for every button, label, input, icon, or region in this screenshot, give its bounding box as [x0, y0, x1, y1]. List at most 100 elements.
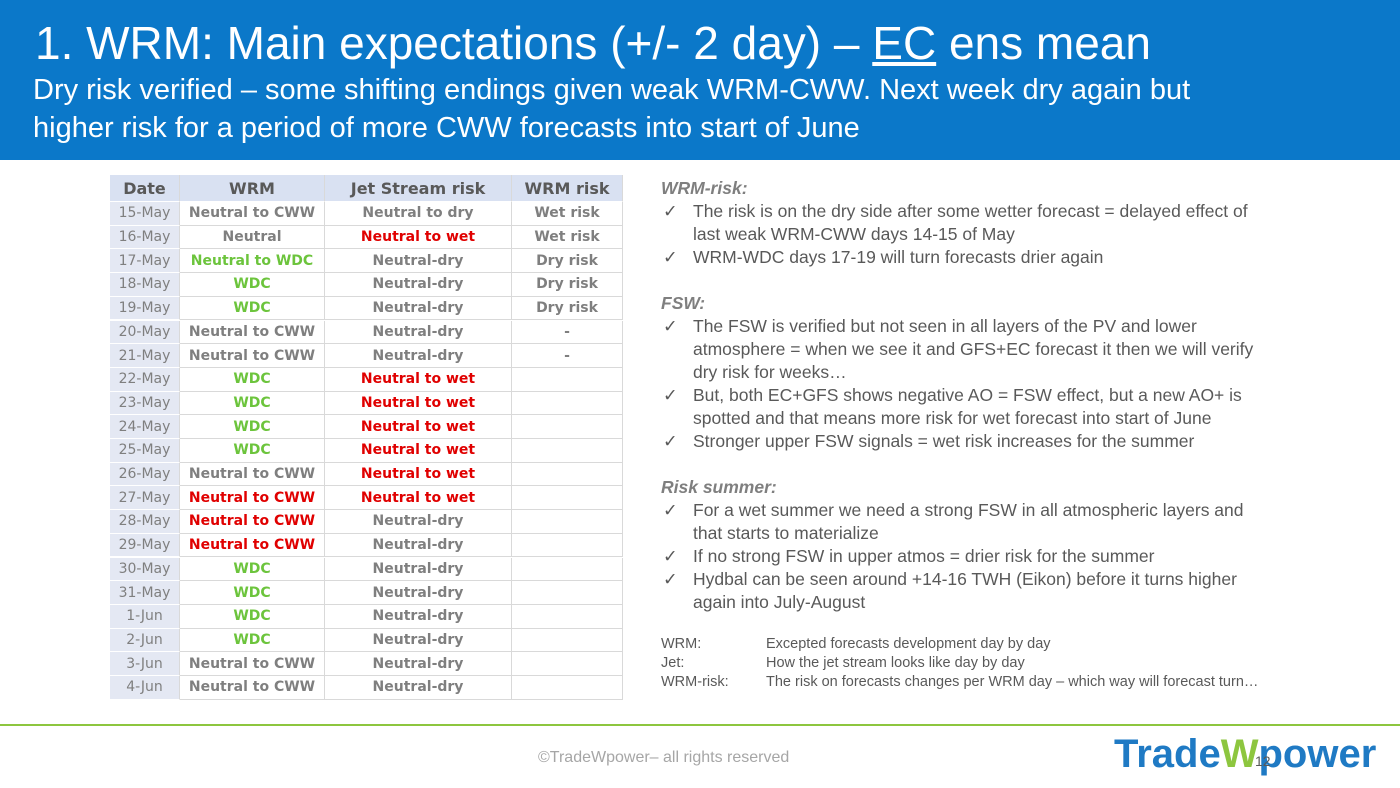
cell: Neutral-dry: [325, 249, 512, 274]
subtitle: higher risk for a period of more CWW for…: [33, 112, 860, 144]
cell: [512, 533, 623, 558]
date-cell: 15-May: [110, 202, 180, 226]
logo: TradeWpower: [1114, 732, 1376, 777]
cell: WDC: [180, 604, 325, 629]
cell: [512, 676, 623, 700]
cell: Neutral-dry: [325, 581, 512, 605]
cell: Neutral to CWW: [180, 510, 325, 534]
title-text: 1. WRM: Main expectations (+/- 2 day) –: [35, 17, 873, 69]
cell: Neutral-dry: [325, 676, 512, 700]
check-icon: ✓: [663, 431, 678, 451]
check-icon: ✓: [663, 316, 678, 336]
header-cell: Jet Stream risk: [325, 175, 512, 202]
cell: Neutral-dry: [325, 652, 512, 676]
cell: [512, 628, 623, 653]
cell: [512, 391, 623, 416]
cell: -: [512, 320, 623, 345]
cell: Neutral to wet: [325, 367, 512, 392]
cell: Wet risk: [512, 225, 623, 250]
cell: Neutral to CWW: [180, 320, 325, 345]
bullet-text: atmosphere = when we see it and GFS+EC f…: [693, 339, 1254, 359]
cell: [512, 557, 623, 582]
cell: [512, 510, 623, 534]
cell: Neutral to CWW: [180, 486, 325, 511]
cell: WDC: [180, 391, 325, 416]
cell: Neutral-dry: [325, 320, 512, 345]
bullet-text: The FSW is verified but not seen in all …: [693, 316, 1197, 336]
check-icon: ✓: [663, 247, 678, 267]
cell: [512, 462, 623, 487]
cell: Neutral to wet: [325, 486, 512, 511]
date-cell: 16-May: [110, 225, 180, 250]
logo-text: Trade: [1114, 732, 1221, 776]
cell: WDC: [180, 581, 325, 605]
cell: WDC: [180, 296, 325, 321]
definition-term: WRM:: [661, 636, 702, 652]
bullet-text: For a wet summer we need a strong FSW in…: [693, 500, 1244, 520]
cell: Neutral to wet: [325, 225, 512, 250]
cell: Neutral-dry: [325, 604, 512, 629]
cell: [512, 486, 623, 511]
cell: Neutral to CWW: [180, 652, 325, 676]
cell: [512, 604, 623, 629]
cell: Neutral to wet: [325, 462, 512, 487]
definition-term: Jet:: [661, 655, 685, 671]
cell: WDC: [180, 415, 325, 439]
section-heading: WRM-risk:: [661, 178, 748, 198]
date-cell: 25-May: [110, 439, 180, 463]
date-cell: 31-May: [110, 581, 180, 605]
date-cell: 18-May: [110, 273, 180, 297]
date-cell: 1-Jun: [110, 604, 180, 629]
date-cell: 17-May: [110, 249, 180, 274]
bullet-text: that starts to materialize: [693, 523, 879, 543]
date-cell: 19-May: [110, 296, 180, 321]
bullet-text: The risk is on the dry side after some w…: [693, 201, 1248, 221]
section-heading: FSW:: [661, 293, 706, 313]
cell: Neutral to dry: [325, 202, 512, 226]
subtitle: Dry risk verified – some shifting ending…: [33, 74, 1191, 106]
cell: Neutral-dry: [325, 557, 512, 582]
check-icon: ✓: [663, 385, 678, 405]
cell: [512, 415, 623, 439]
check-icon: ✓: [663, 569, 678, 589]
date-cell: 21-May: [110, 344, 180, 368]
bullet-text: last weak WRM-CWW days 14-15 of May: [693, 224, 1015, 244]
cell: WDC: [180, 439, 325, 463]
bullet-text: If no strong FSW in upper atmos = drier …: [693, 546, 1155, 566]
check-icon: ✓: [663, 546, 678, 566]
cell: Neutral to CWW: [180, 344, 325, 368]
cell: [512, 652, 623, 676]
date-cell: 3-Jun: [110, 652, 180, 676]
cell: Neutral-dry: [325, 344, 512, 368]
logo-text: power: [1258, 732, 1377, 776]
bullet-text: dry risk for weeks…: [693, 362, 847, 382]
cell: Dry risk: [512, 273, 623, 297]
cell: Neutral to wet: [325, 439, 512, 463]
date-cell: 24-May: [110, 415, 180, 439]
date-cell: 4-Jun: [110, 676, 180, 700]
cell: WDC: [180, 273, 325, 297]
cell: WDC: [180, 628, 325, 653]
page-number: 12: [1255, 753, 1271, 769]
cell: Neutral-dry: [325, 628, 512, 653]
date-cell: 22-May: [110, 367, 180, 392]
logo-text: W: [1220, 732, 1259, 776]
definition-text: The risk on forecasts changes per WRM da…: [766, 674, 1259, 690]
copyright: ©TradeWpower– all rights reserved: [538, 749, 790, 766]
bullet-text: spotted and that means more risk for wet…: [693, 408, 1212, 428]
cell: -: [512, 344, 623, 368]
date-cell: 23-May: [110, 391, 180, 416]
cell: Neutral to WDC: [180, 249, 325, 274]
definition-text: Excepted forecasts development day by da…: [766, 636, 1051, 652]
cell: Neutral to wet: [325, 415, 512, 439]
header-cell: Date: [110, 175, 180, 202]
date-cell: 30-May: [110, 557, 180, 582]
title: 1. WRM: Main expectations (+/- 2 day) – …: [35, 16, 1151, 70]
cell: [512, 367, 623, 392]
cell: Dry risk: [512, 296, 623, 321]
date-cell: 29-May: [110, 533, 180, 558]
footer-rule: [0, 724, 1400, 726]
header: 1. WRM: Main expectations (+/- 2 day) – …: [0, 0, 1400, 160]
date-cell: 26-May: [110, 462, 180, 487]
